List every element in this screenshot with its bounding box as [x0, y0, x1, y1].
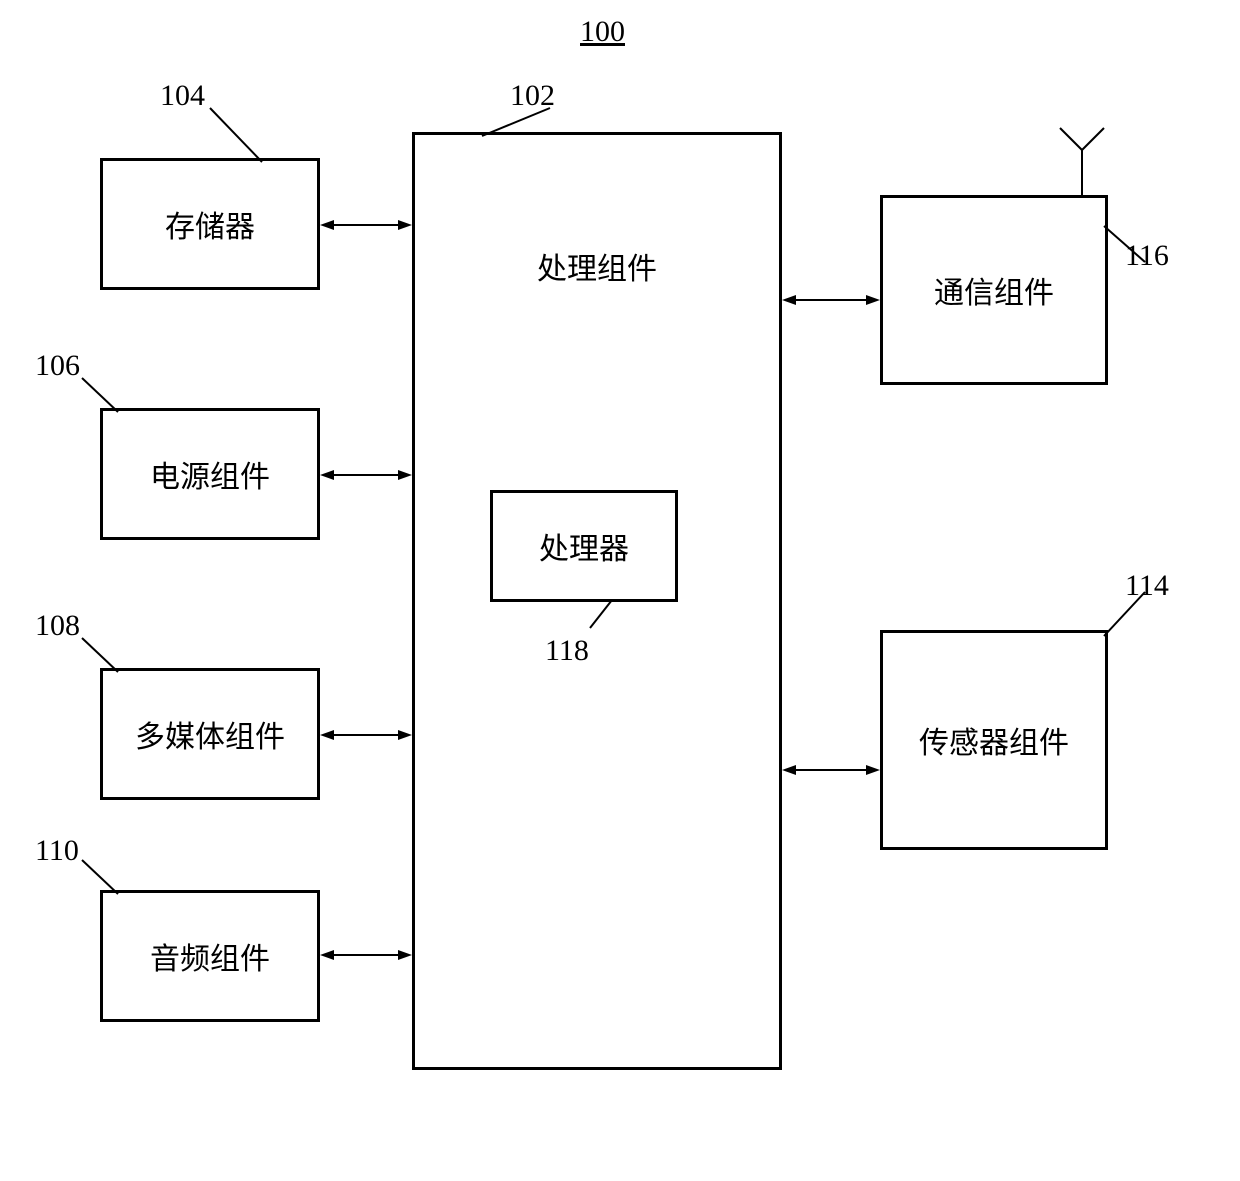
block-memory: 存储器 — [100, 158, 320, 290]
block-communication-label: 通信组件 — [934, 268, 1054, 312]
reference-label-118: 118 — [545, 634, 589, 668]
block-power: 电源组件 — [100, 408, 320, 540]
block-processing-component-label: 处理组件 — [537, 244, 657, 288]
block-communication: 通信组件 — [880, 195, 1108, 385]
block-processor-label: 处理器 — [539, 524, 629, 568]
reference-label-116: 116 — [1125, 239, 1169, 273]
block-audio-label: 音频组件 — [150, 934, 270, 978]
reference-label-104: 104 — [160, 79, 205, 113]
block-sensor-label: 传感器组件 — [919, 718, 1069, 762]
block-multimedia-label: 多媒体组件 — [135, 712, 285, 756]
block-audio: 音频组件 — [100, 890, 320, 1022]
reference-label-114: 114 — [1125, 569, 1169, 603]
reference-label-108: 108 — [35, 609, 80, 643]
block-memory-label: 存储器 — [165, 202, 255, 246]
reference-label-102: 102 — [510, 79, 555, 113]
block-power-label: 电源组件 — [150, 452, 270, 496]
diagram-title: 100 — [580, 15, 625, 49]
block-sensor: 传感器组件 — [880, 630, 1108, 850]
reference-label-106: 106 — [35, 349, 80, 383]
block-multimedia: 多媒体组件 — [100, 668, 320, 800]
diagram-canvas: 100 处理组件 存储器 电源组件 多媒体组件 音频组件 处理器 通信组件 传感… — [0, 0, 1240, 1181]
block-processor: 处理器 — [490, 490, 678, 602]
reference-label-110: 110 — [35, 834, 79, 868]
